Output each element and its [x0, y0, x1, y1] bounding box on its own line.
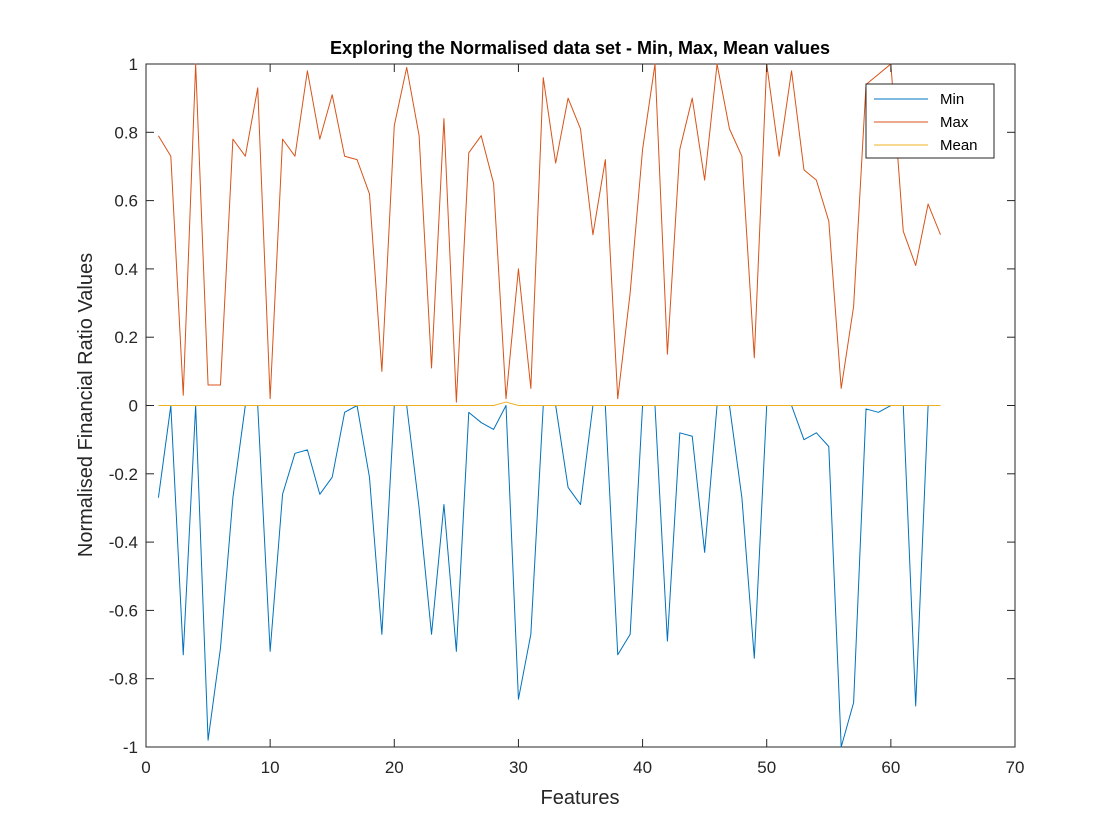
- legend-label-mean: Mean: [940, 137, 978, 154]
- legend-box: [865, 83, 995, 159]
- ticks-layer: 0 10 20 30 40 50 60 70 -1 -0.8 -0.6 -0.4 -0.2 0 0.2 0.4…: [109, 55, 1025, 777]
- y-tick-label: -1: [123, 738, 138, 757]
- x-tick-label: 20: [385, 758, 404, 777]
- legend: Min Max Mean: [865, 83, 995, 159]
- plot-area: 0 10 20 30 40 50 60 70 -1 -0.8 -0.6 -0.4 -0.2 0 0.2 0.4…: [109, 55, 1025, 777]
- y-tick-label: -0.6: [109, 601, 138, 620]
- x-tick-label: 40: [633, 758, 652, 777]
- series-layer: [157, 63, 941, 748]
- x-tick-label: 50: [757, 758, 776, 777]
- x-tick-label: 70: [1006, 758, 1025, 777]
- y-tick-label: 1: [129, 55, 138, 74]
- y-tick-label: -0.8: [109, 670, 138, 689]
- x-tick-label: 60: [881, 758, 900, 777]
- series-line-max: [157, 63, 941, 403]
- y-tick-label: 0.4: [114, 260, 138, 279]
- x-tick-label: 30: [509, 758, 528, 777]
- y-tick-label: 0: [129, 397, 138, 416]
- y-tick-label: 0.8: [114, 123, 138, 142]
- y-tick-label: -0.2: [109, 465, 138, 484]
- y-tick-label: 0.2: [114, 328, 138, 347]
- y-axis-label: Normalised Financial Ratio Values: [75, 253, 97, 557]
- legend-label-min: Min: [940, 91, 964, 108]
- x-tick-label: 0: [141, 758, 150, 777]
- x-tick-label: 10: [261, 758, 280, 777]
- chart-title: Exploring the Normalised data set - Min,…: [330, 38, 830, 58]
- x-axis-label: Features: [541, 787, 620, 809]
- series-line-mean: [158, 401, 941, 406]
- y-tick-label: 0.6: [114, 192, 138, 211]
- legend-label-max: Max: [940, 114, 969, 131]
- y-tick-label: -0.4: [109, 533, 138, 552]
